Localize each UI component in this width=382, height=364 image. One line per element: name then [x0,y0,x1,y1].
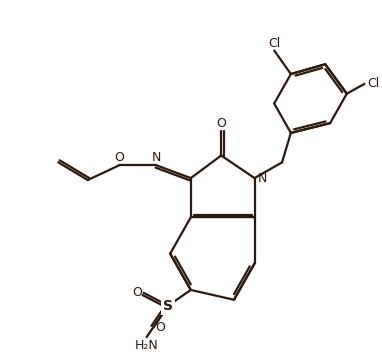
Text: O: O [155,321,165,334]
Text: Cl: Cl [367,78,380,90]
Text: N: N [152,151,161,164]
Text: S: S [163,298,173,313]
Text: O: O [114,151,124,164]
Text: Cl: Cl [268,36,280,50]
Text: H₂N: H₂N [135,339,159,352]
Text: N: N [257,171,267,185]
Text: O: O [216,117,226,130]
Text: O: O [132,286,142,299]
